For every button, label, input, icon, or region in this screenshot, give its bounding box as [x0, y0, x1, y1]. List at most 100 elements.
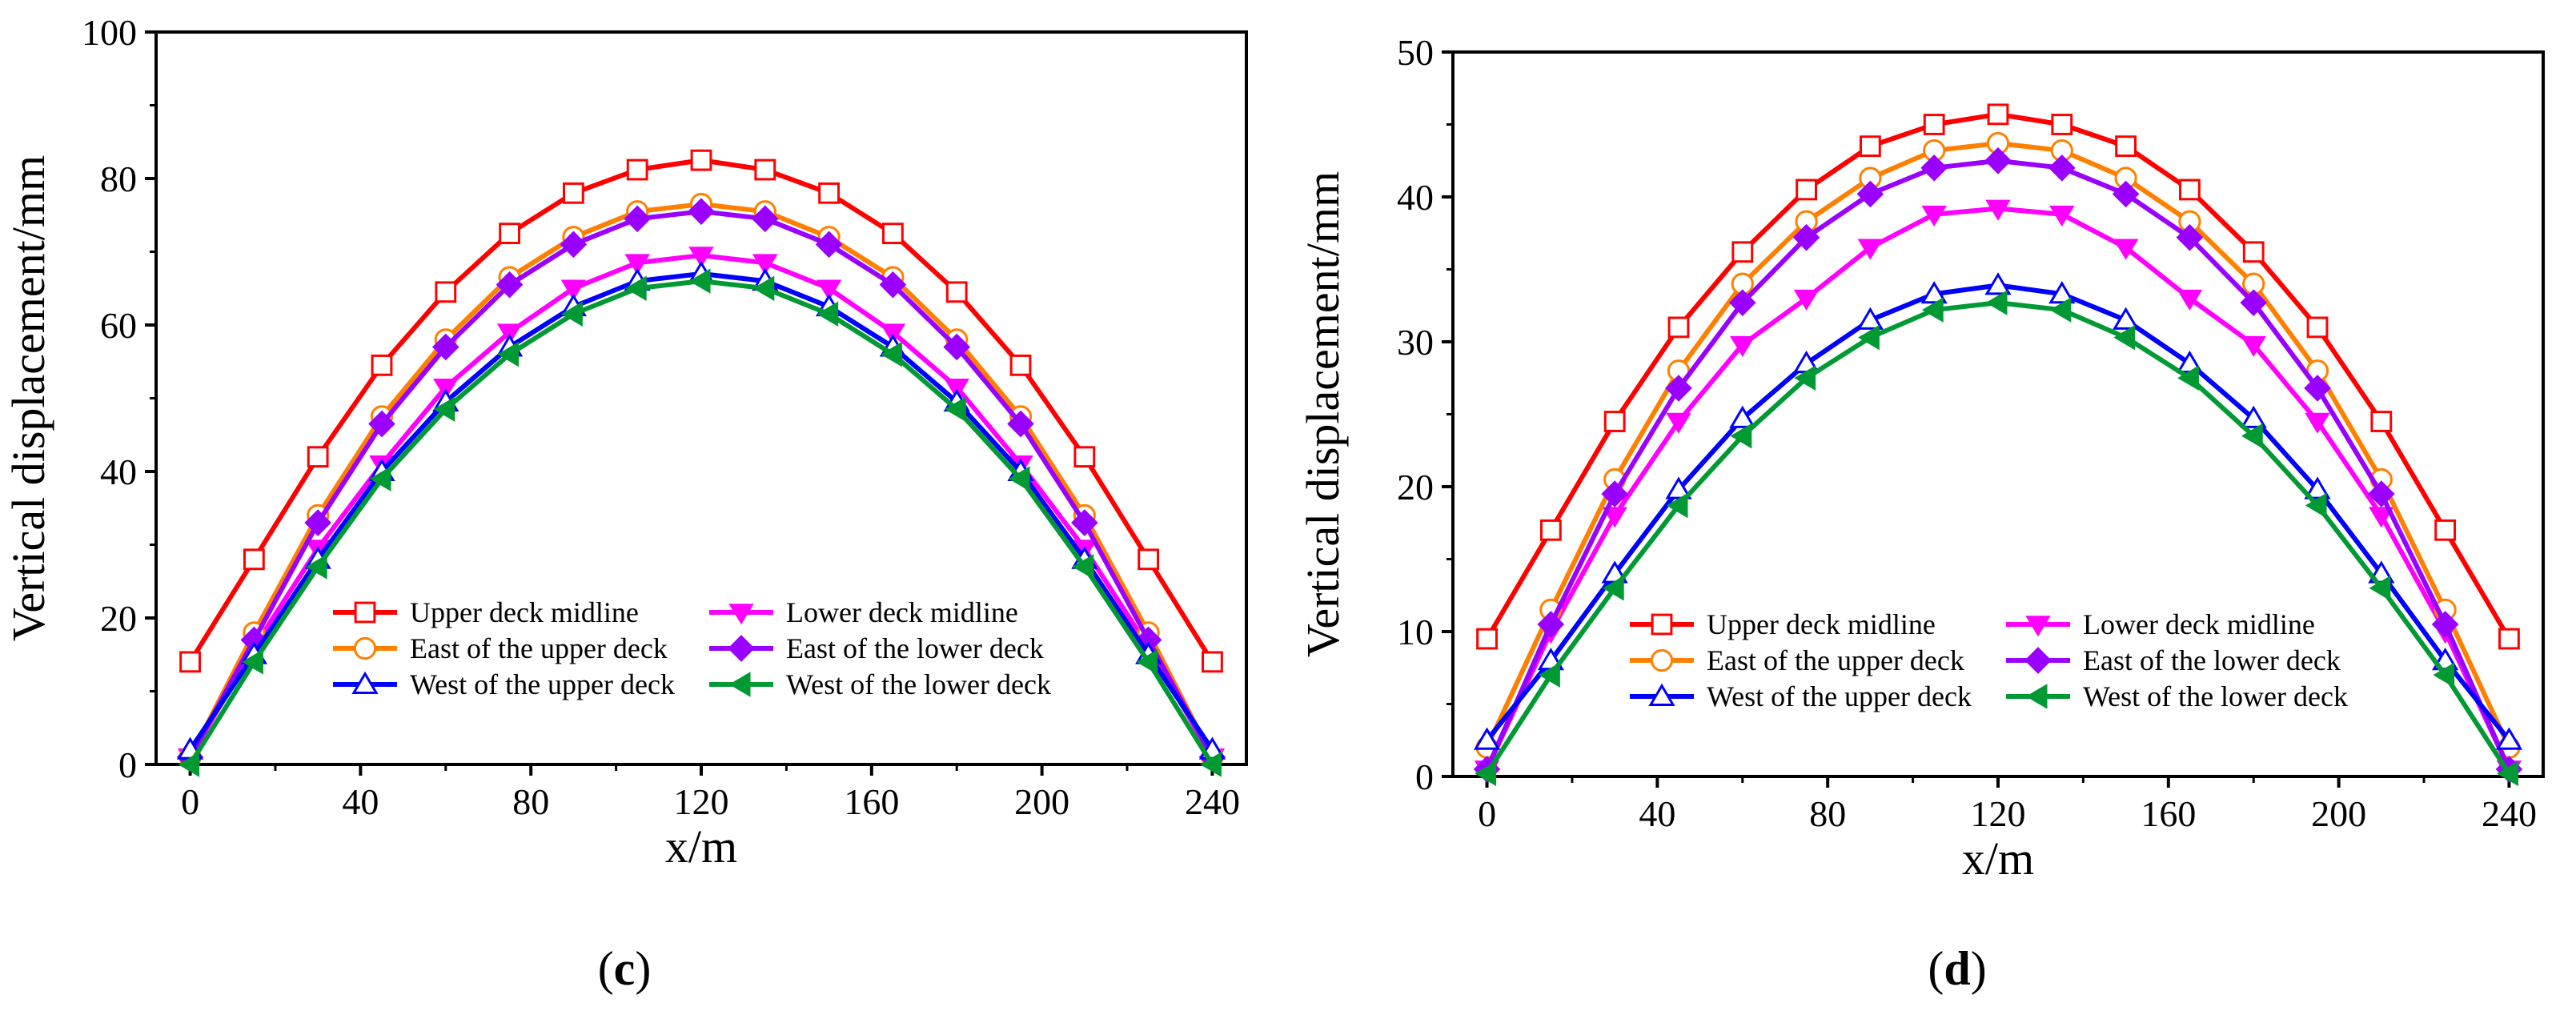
data-point [1985, 199, 2011, 221]
series-west-of-the-lower-deck [1475, 290, 2518, 787]
legend-item: Lower deck midline [709, 596, 1018, 628]
data-point [943, 333, 971, 361]
data-point [499, 223, 520, 245]
data-point [2115, 135, 2137, 158]
legend-marker [2025, 616, 2051, 637]
y-tick-label: 40 [100, 451, 137, 492]
series-west-of-the-upper-deck [1473, 272, 2523, 750]
caption-close: ) [635, 942, 651, 995]
legend-item: Upper deck midline [333, 596, 639, 628]
x-tick-label: 40 [342, 781, 379, 822]
data-point [2242, 241, 2265, 263]
data-point [2369, 507, 2394, 528]
data-point [178, 752, 200, 777]
caption-close: ) [1971, 942, 1987, 995]
legend-marker [351, 671, 379, 694]
data-point [2049, 297, 2072, 323]
data-point [2176, 223, 2204, 251]
data-point [1667, 316, 1690, 339]
series-lower-deck-midline [177, 247, 1226, 770]
caption-open: ( [1928, 942, 1944, 995]
data-point [368, 410, 395, 438]
data-point [179, 651, 201, 673]
data-point [1539, 519, 1562, 541]
data-point [1009, 354, 1032, 376]
legend-label: West of the upper deck [1707, 680, 1972, 712]
legend-item: East of the upper deck [333, 632, 668, 664]
data-point [2434, 519, 2457, 541]
data-point [2495, 727, 2523, 750]
data-point [2370, 411, 2393, 432]
y-tick-label: 10 [1397, 612, 1434, 652]
data-point [243, 548, 265, 571]
data-point [2498, 628, 2520, 650]
legend-label: West of the lower deck [786, 668, 1051, 700]
series-upper-deck-midline [179, 149, 1223, 673]
data-point [2049, 205, 2075, 227]
series-east-of-the-lower-deck [1473, 146, 2523, 783]
data-point [751, 205, 779, 233]
legend-item: East of the lower deck [709, 632, 1044, 664]
data-point [815, 231, 843, 259]
data-point [2241, 335, 2266, 357]
legend-marker [728, 672, 751, 697]
data-point [817, 301, 839, 327]
data-point [1601, 480, 1628, 507]
series-line [188, 158, 1214, 664]
data-point [1792, 223, 1820, 251]
x-axis-label: x/m [1962, 832, 2034, 885]
data-point [1008, 466, 1030, 491]
data-point [2113, 324, 2136, 351]
plot-frame [154, 30, 1248, 766]
legend-label: East of the upper deck [410, 632, 668, 664]
x-axis-label: x/m [665, 820, 737, 873]
data-point [2240, 289, 2268, 316]
data-point [1984, 272, 2012, 295]
legend-marker [353, 636, 377, 660]
data-point [945, 281, 968, 303]
data-point [1602, 575, 1624, 601]
data-point [1603, 411, 1626, 432]
data-point [881, 341, 902, 367]
data-point [304, 509, 331, 536]
data-point [688, 268, 711, 294]
legend-item: West of the lower deck [2006, 680, 2348, 712]
data-point [371, 354, 393, 376]
data-point [624, 275, 647, 301]
legend-label: East of the lower deck [786, 632, 1044, 664]
legend-marker [2025, 684, 2048, 709]
data-point [2051, 114, 2073, 135]
data-point [2048, 281, 2076, 304]
data-point [1666, 412, 1691, 434]
y-axis-label: Vertical displacement/mm [2, 155, 54, 641]
data-point [1007, 410, 1034, 438]
data-point [624, 205, 652, 233]
data-point [2241, 423, 2263, 449]
data-point [560, 279, 587, 301]
data-point [2177, 365, 2199, 391]
data-point [2305, 412, 2330, 434]
series-upper-deck-midline [1476, 103, 2520, 650]
y-tick-label: 50 [1397, 32, 1434, 73]
x-tick-label: 240 [1185, 781, 1240, 822]
data-point [1920, 154, 1948, 182]
data-point [1793, 289, 1820, 311]
data-point [818, 182, 841, 204]
legend-label: East of the lower deck [2083, 644, 2341, 676]
legend-marker [1648, 683, 1675, 706]
data-point [497, 341, 520, 367]
data-point [1729, 405, 1756, 428]
panel-caption: (c) [598, 942, 652, 995]
data-point [1602, 507, 1627, 528]
legend-marker [728, 604, 754, 625]
y-axis-label: Vertical displacement/mm [1297, 171, 1349, 657]
legend-label: Upper deck midline [1707, 608, 1936, 640]
data-point [1071, 509, 1098, 536]
data-point [1858, 324, 1880, 351]
data-point [562, 182, 584, 204]
data-point [2112, 180, 2140, 208]
series-west-of-the-lower-deck [178, 268, 1222, 777]
data-point [2304, 375, 2331, 402]
series-line [1484, 158, 2512, 771]
